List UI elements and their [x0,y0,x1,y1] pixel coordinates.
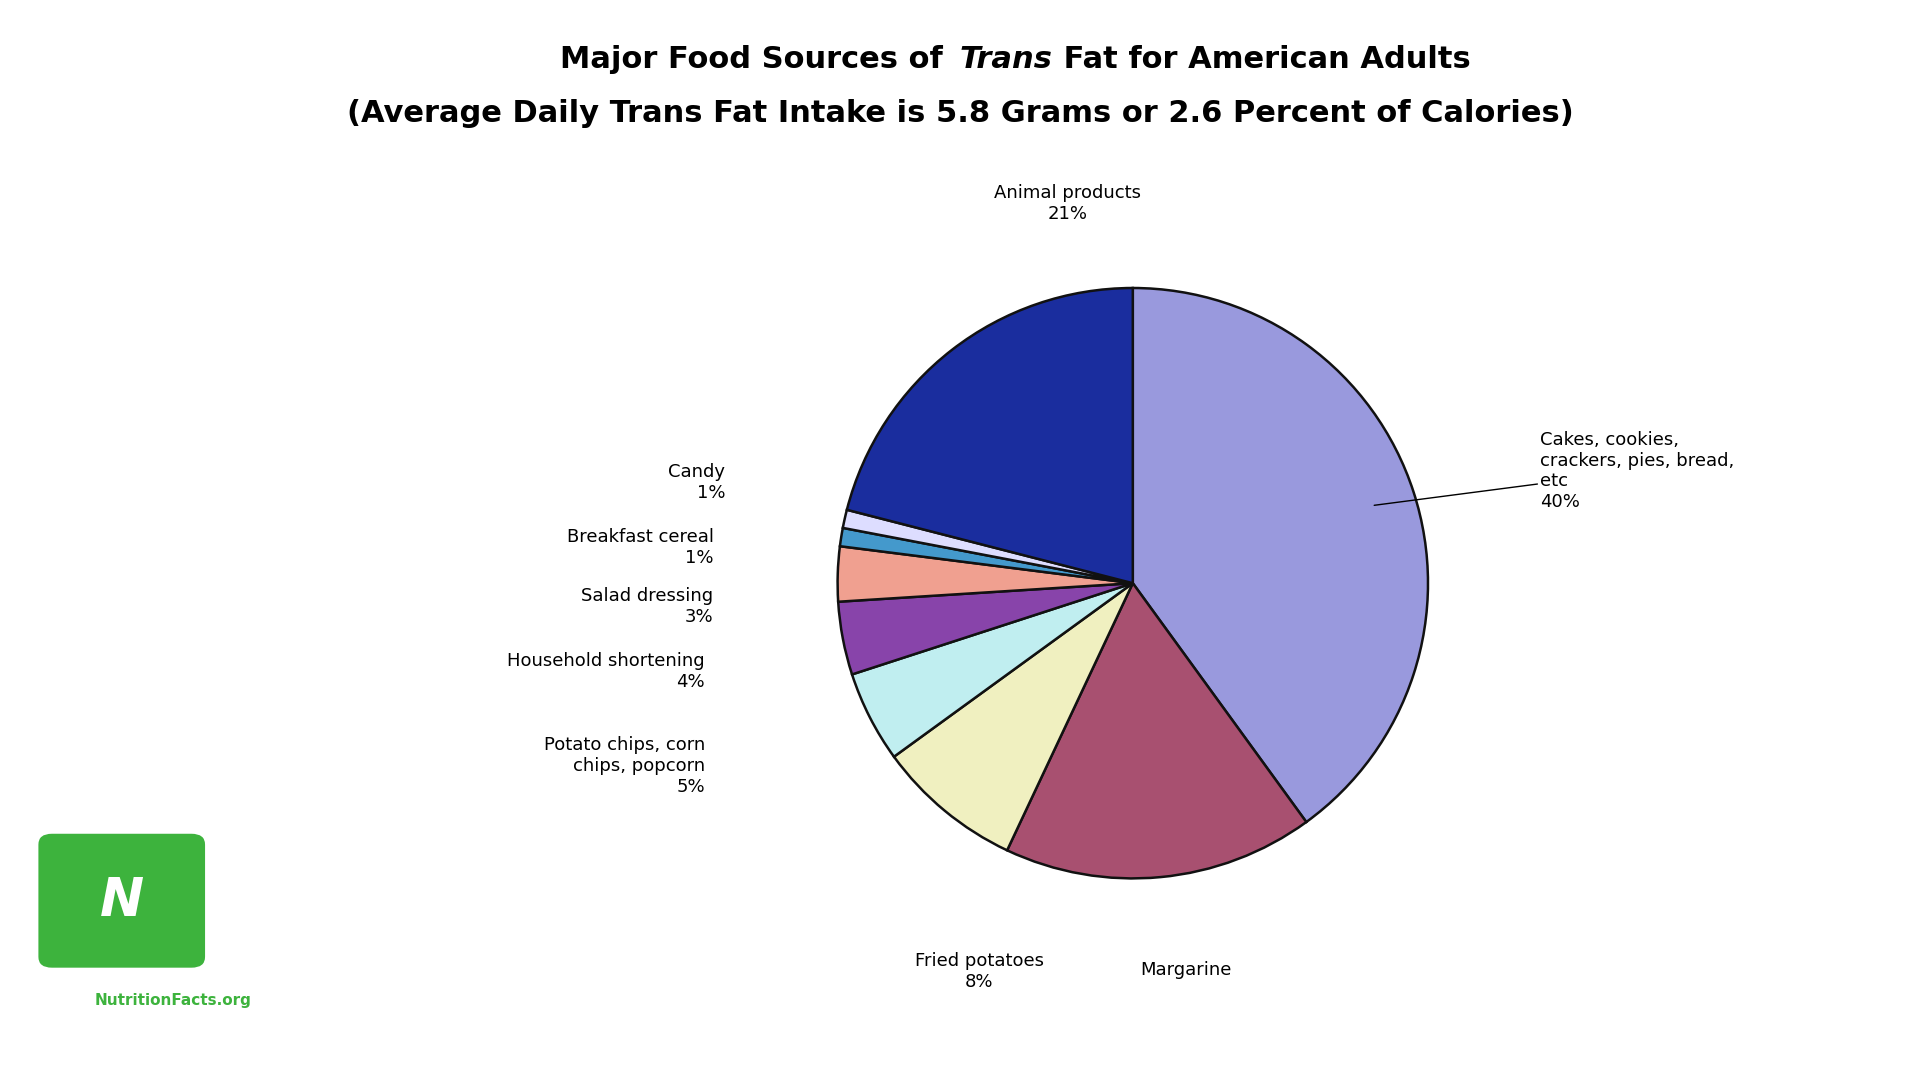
Text: N: N [100,875,144,927]
Text: Cakes, cookies,
crackers, pies, bread,
etc
40%: Cakes, cookies, crackers, pies, bread, e… [1375,431,1734,511]
Text: (Average Daily Trans Fat Intake is 5.8 Grams or 2.6 Percent of Calories): (Average Daily Trans Fat Intake is 5.8 G… [348,99,1572,127]
Wedge shape [895,583,1133,850]
Text: Trans: Trans [960,45,1052,73]
Wedge shape [852,583,1133,757]
Text: Margarine: Margarine [1140,961,1231,980]
Text: Major Food Sources of: Major Food Sources of [561,45,960,73]
Text: NutritionFacts.org: NutritionFacts.org [94,993,252,1008]
Text: Fat for American Adults: Fat for American Adults [1052,45,1471,73]
Wedge shape [839,528,1133,583]
Wedge shape [843,510,1133,583]
Wedge shape [847,288,1133,583]
Wedge shape [1133,288,1428,822]
Text: Potato chips, corn
chips, popcorn
5%: Potato chips, corn chips, popcorn 5% [543,737,705,796]
Text: Salad dressing
3%: Salad dressing 3% [582,588,714,626]
Text: Breakfast cereal
1%: Breakfast cereal 1% [566,528,714,567]
FancyBboxPatch shape [38,834,205,968]
Text: Animal products
21%: Animal products 21% [995,185,1140,224]
Text: Candy
1%: Candy 1% [668,463,726,502]
Text: Fried potatoes
8%: Fried potatoes 8% [914,953,1044,991]
Text: Household shortening
4%: Household shortening 4% [507,652,705,691]
Wedge shape [839,583,1133,674]
Wedge shape [1008,583,1306,878]
Wedge shape [837,546,1133,602]
